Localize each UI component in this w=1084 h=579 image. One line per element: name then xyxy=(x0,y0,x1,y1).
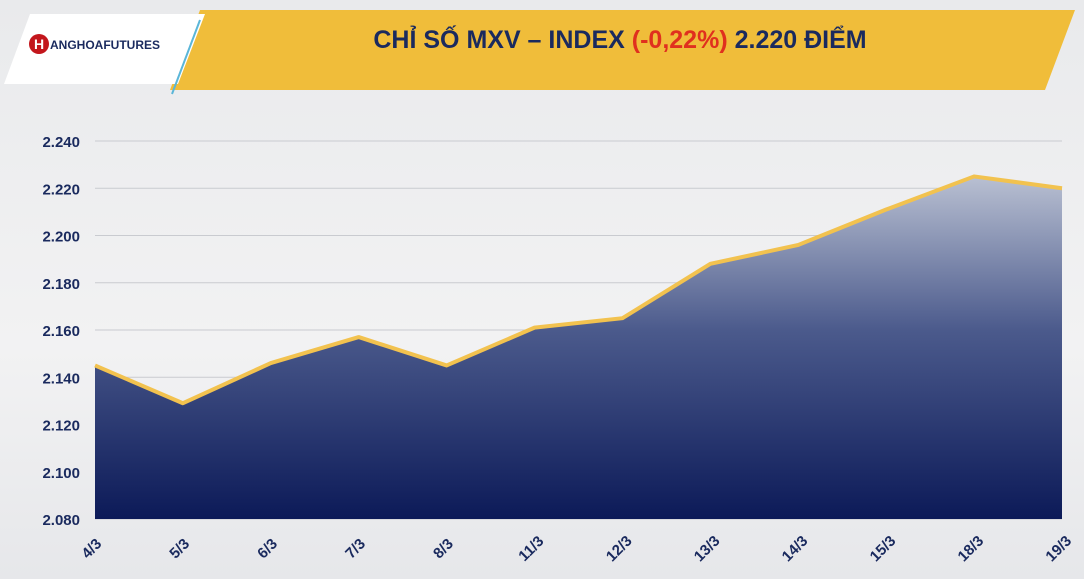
title-change: (-0,22%) xyxy=(631,26,728,54)
title-text: CHỈ SỐ MXV – INDEX xyxy=(373,26,625,54)
logo-text: ANGHOAFUTURES xyxy=(50,38,160,52)
y-tick-label: 2.220 xyxy=(42,181,80,198)
area xyxy=(95,176,1062,519)
y-tick-label: 2.140 xyxy=(42,370,80,387)
chart-title: CHỈ SỐ MXV – INDEX (-0,22%) 2.220 ĐIỂM xyxy=(210,26,1030,55)
line xyxy=(94,174,1063,406)
x-tick-label: 18/3 xyxy=(955,532,988,565)
y-tick-label: 2.080 xyxy=(42,512,80,529)
x-tick-label: 12/3 xyxy=(603,532,636,565)
y-tick-label: 2.180 xyxy=(42,276,80,293)
x-tick-label: 4/3 xyxy=(78,535,105,562)
y-tick-label: 2.200 xyxy=(42,229,80,246)
title-banner xyxy=(170,10,1075,90)
x-tick-label: 15/3 xyxy=(867,532,900,565)
plot: 2.080 2.100 2.120 2.140 2.160 2.180 2.200 2.220… xyxy=(42,134,1075,565)
logo-icon: H xyxy=(34,36,44,52)
x-tick-label: 8/3 xyxy=(430,535,457,562)
y-tick-label: 2.100 xyxy=(42,465,80,482)
x-tick-label: 7/3 xyxy=(342,535,369,562)
x-tick-label: 13/3 xyxy=(691,532,724,565)
x-tick-label: 14/3 xyxy=(779,532,812,565)
logo-box xyxy=(4,14,205,84)
logo-badge xyxy=(29,34,49,54)
y-tick-label: 2.240 xyxy=(42,134,80,151)
y-tick-label: 2.160 xyxy=(42,323,80,340)
x-tick-label: 6/3 xyxy=(254,535,281,562)
x-tick-label: 11/3 xyxy=(515,533,547,565)
title-text: 2.220 ĐIỂM xyxy=(734,26,867,54)
logo-accent xyxy=(171,19,201,95)
x-tick-label: 19/3 xyxy=(1042,532,1075,565)
x-tick-label: 5/3 xyxy=(166,535,193,562)
y-tick-label: 2.120 xyxy=(42,418,80,435)
